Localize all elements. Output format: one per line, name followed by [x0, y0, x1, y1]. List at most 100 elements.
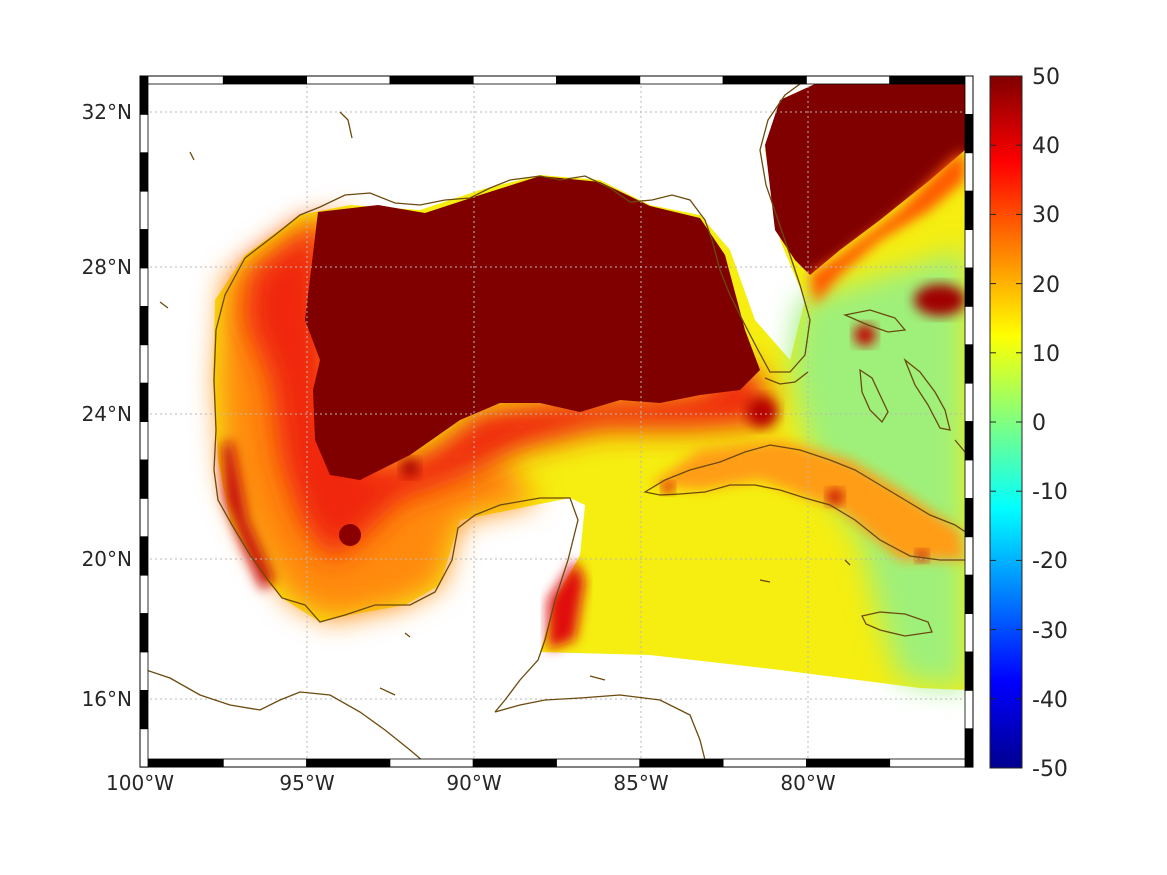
frame-segment — [964, 421, 974, 461]
jamaica — [861, 611, 933, 637]
frame-segment — [139, 758, 224, 768]
y-tick-label: 20°N — [82, 547, 132, 571]
frame-segment — [964, 114, 974, 154]
frame-segment — [389, 758, 474, 768]
frame-segment — [139, 536, 149, 576]
colorbar: 50 40 30 20 10 0 -10 -20 -30 -40 -50 — [989, 65, 1068, 782]
y-tick-label: 24°N — [82, 402, 132, 426]
eddy — [854, 324, 876, 346]
y-tick-label: 16°N — [82, 687, 132, 711]
frame-segment — [139, 190, 149, 230]
atlantic-core-dark-red — [765, 84, 965, 275]
frame-segment — [139, 613, 149, 653]
frame-segment — [964, 497, 974, 538]
y-axis: 32°N 28°N 24°N 20°N 16°N — [82, 100, 132, 711]
colorbar-tick-label: -20 — [1032, 549, 1068, 574]
frame-segment — [139, 574, 149, 615]
frame-segment — [139, 690, 149, 730]
frame-segment — [139, 459, 149, 499]
us-gulf-coast — [213, 77, 816, 381]
frame-segment — [139, 75, 224, 85]
colorbar-tick-label: -30 — [1032, 619, 1068, 644]
islands — [159, 111, 851, 696]
colorbar-tick-label: 0 — [1032, 411, 1046, 436]
eddy — [746, 396, 778, 428]
eddy — [827, 489, 843, 505]
y-tick-label: 28°N — [82, 255, 132, 279]
map-plot-area — [139, 75, 974, 768]
y-tick-label: 32°N — [82, 100, 132, 124]
frame-segment — [139, 114, 149, 154]
frame-segment — [306, 758, 391, 768]
eddy — [662, 482, 674, 494]
frame-segment — [139, 382, 149, 423]
frame-segment — [139, 229, 149, 269]
bahamas-abaco — [842, 309, 907, 333]
eddy — [339, 524, 361, 546]
x-tick-label: 95°W — [279, 771, 334, 795]
cuba-band — [650, 440, 965, 560]
frame-segment — [964, 690, 974, 730]
gulf-stream-band — [810, 150, 965, 305]
x-tick-label: 85°W — [613, 771, 668, 795]
frame-segment — [964, 344, 974, 384]
frame-segment — [964, 190, 974, 230]
eddy — [914, 284, 966, 316]
frame-segment — [964, 305, 974, 346]
eddy — [916, 550, 928, 562]
frame-segment — [806, 75, 891, 85]
gulf-core-dark-red — [305, 176, 760, 480]
x-tick-label: 90°W — [446, 771, 501, 795]
frame-segment — [964, 229, 974, 269]
frame-segment — [964, 613, 974, 653]
colorbar-tick-label: -10 — [1032, 480, 1068, 505]
frame-segment — [139, 728, 149, 768]
frame-segment — [139, 305, 149, 346]
frame-segment — [472, 758, 557, 768]
colorbar-tick-label: 50 — [1032, 65, 1060, 90]
frame-segment — [222, 758, 308, 768]
colorbar-labels: 50 40 30 20 10 0 -10 -20 -30 -40 -50 — [1032, 65, 1068, 782]
frame-segment — [639, 75, 724, 85]
map-frame — [139, 75, 974, 768]
honduras-coast — [494, 694, 706, 761]
frame-segment — [964, 152, 974, 192]
anomaly-field — [213, 84, 966, 690]
frame-segment — [139, 267, 149, 307]
frame-segment — [964, 267, 974, 307]
frame-segment — [964, 382, 974, 423]
frame-segment — [472, 75, 557, 85]
mexico-gulf-coast — [213, 379, 579, 713]
frame-segment — [889, 75, 974, 85]
frame-segment — [306, 75, 391, 85]
eddy — [401, 459, 419, 477]
bahamas-andros — [859, 368, 889, 424]
x-axis: 100°W 95°W 90°W 85°W 80°W — [106, 771, 836, 795]
frame-segment — [964, 651, 974, 691]
frame-segment — [806, 758, 891, 768]
central-america-coast — [140, 667, 431, 767]
frame-segment — [964, 536, 974, 576]
yucatan-strip — [548, 560, 585, 650]
colorbar-ticks — [990, 75, 1022, 769]
gulf-red-band — [245, 220, 770, 560]
frame-segment — [222, 75, 308, 85]
atlantic-green — [790, 250, 965, 690]
frame-segment — [139, 497, 149, 538]
frame-segment — [556, 75, 641, 85]
frame-segment — [556, 758, 641, 768]
coastlines — [140, 77, 971, 767]
frame-segment — [722, 75, 807, 85]
west-coast-strip — [222, 440, 275, 590]
frame-outline — [139, 75, 974, 768]
colorbar-tick-label: 10 — [1032, 342, 1060, 367]
x-tick-label: 80°W — [780, 771, 835, 795]
colorbar-tick-label: -40 — [1032, 688, 1068, 713]
florida-keys — [764, 371, 809, 385]
colorbar-tick-label: -50 — [1032, 757, 1068, 782]
colorbar-tick-label: 20 — [1032, 273, 1060, 298]
frame-segment — [389, 75, 474, 85]
frame-segment — [964, 728, 974, 768]
frame-segment — [139, 344, 149, 384]
